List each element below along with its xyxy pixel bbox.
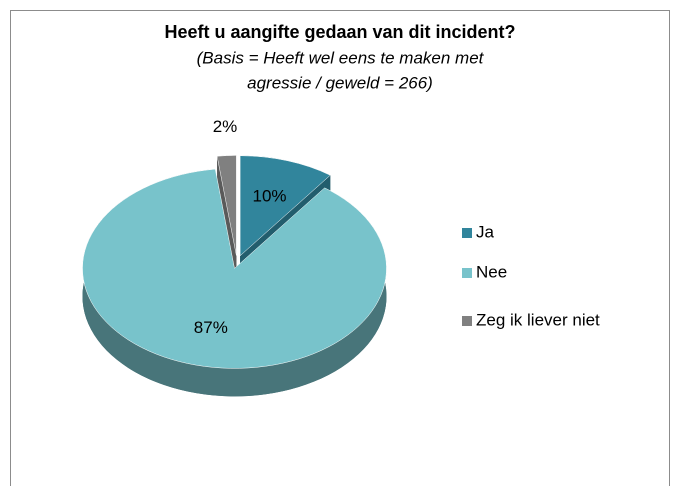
slice-side — [217, 156, 237, 284]
legend-swatch — [462, 316, 472, 326]
data-label: 87% — [194, 318, 228, 337]
legend-label: Zeg ik liever niet — [476, 310, 600, 329]
data-label: 10% — [253, 186, 287, 205]
legend-label: Nee — [476, 262, 507, 281]
pie-slice — [239, 155, 331, 257]
chart-subtitle: agressie / geweld = 266) — [247, 73, 433, 92]
chart-subtitle: (Basis = Heeft wel eens te maken met — [197, 48, 485, 67]
legend-swatch — [462, 228, 472, 238]
legend-label: Ja — [476, 222, 495, 241]
legend-swatch — [462, 268, 472, 278]
data-label: 2% — [213, 117, 238, 136]
chart-title: Heeft u aangifte gedaan van dit incident… — [164, 22, 515, 42]
pie-slice — [216, 155, 237, 256]
pie-slice — [82, 168, 387, 369]
